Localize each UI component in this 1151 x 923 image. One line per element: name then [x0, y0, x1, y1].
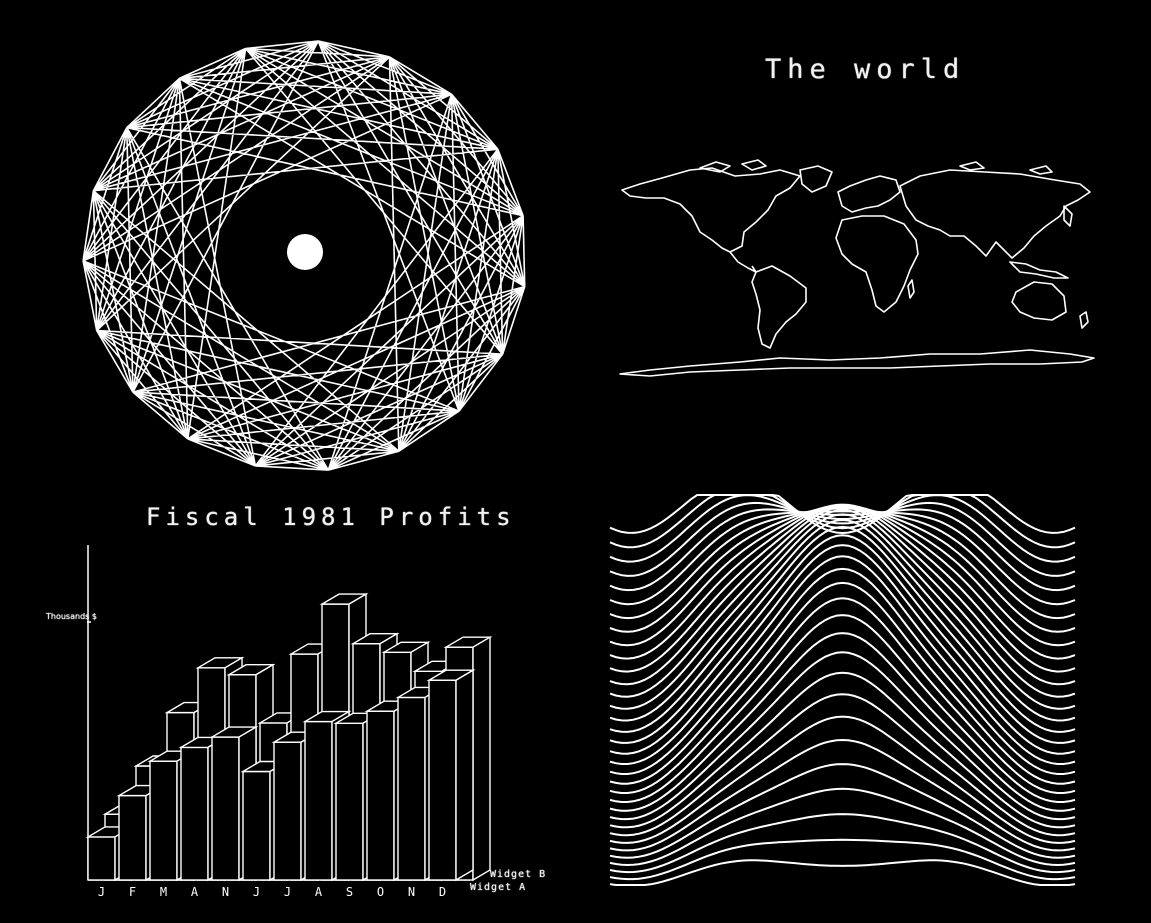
x-tick-label: F	[129, 885, 136, 899]
australia-outline	[1011, 281, 1067, 321]
bar-front	[428, 679, 457, 881]
madagascar-outline	[907, 279, 915, 299]
surface-contour	[609, 506, 1076, 686]
x-tick-label: J	[253, 885, 260, 899]
surface-contour	[609, 581, 1076, 785]
surface-contour	[609, 544, 1076, 755]
surface-contour	[609, 859, 1076, 886]
world-map-figure	[619, 159, 1095, 377]
surface-contour	[609, 494, 1076, 535]
surface-contour	[609, 509, 1076, 698]
bar-widget-a	[426, 668, 476, 882]
x-tick-label: S	[346, 885, 353, 899]
surface-contour	[609, 813, 1076, 874]
central-america-outline	[729, 251, 757, 273]
surface-contour	[609, 651, 1076, 821]
europe-outline	[837, 175, 901, 213]
surface-contour	[609, 504, 1076, 673]
x-tick-label: O	[377, 885, 384, 899]
world-map-title: The world	[765, 54, 966, 85]
bar-front	[180, 746, 209, 881]
asia-outline	[899, 169, 1091, 259]
x-tick-label: N	[408, 885, 415, 899]
surface-contour	[609, 510, 1076, 606]
arctic-islands	[699, 159, 1053, 175]
greenland-outline	[799, 165, 833, 193]
x-tick-label: M	[160, 885, 167, 899]
x-tick-label: A	[315, 885, 323, 899]
surface-contour	[609, 525, 1076, 733]
surface-contour	[609, 555, 1076, 765]
surface-contour	[609, 494, 1076, 563]
surface-contour	[609, 494, 1076, 549]
surface-contour	[609, 614, 1076, 803]
north-america-outline	[621, 167, 801, 253]
surface-contour	[609, 507, 1076, 620]
star-chords	[82, 40, 526, 471]
wave-surface-figure	[609, 494, 1076, 886]
bar-front	[304, 720, 333, 881]
x-tick-label: N	[222, 885, 229, 899]
star-polygon-figure	[82, 40, 526, 471]
surface-contour	[609, 518, 1076, 722]
japan-outline	[1063, 205, 1073, 227]
africa-outline	[835, 215, 919, 313]
bar-front	[273, 741, 302, 881]
bar-front	[87, 836, 116, 881]
surface-contour	[609, 671, 1076, 829]
south-america-outline	[751, 265, 807, 349]
surface-contour	[609, 567, 1076, 775]
profits-y-axis-label: Thousands $	[46, 612, 97, 621]
bar-front	[397, 696, 426, 881]
surface-contour	[609, 534, 1076, 744]
new-zealand-outline	[1079, 311, 1089, 329]
surface-contour	[609, 787, 1076, 867]
surface-contour	[609, 513, 1076, 710]
surface-contour	[609, 763, 1076, 859]
bar-side	[455, 668, 474, 882]
antarctica-outline	[619, 349, 1095, 377]
x-tick-label: J	[98, 885, 105, 899]
profits-chart-title: Fiscal 1981 Profits	[146, 503, 516, 531]
x-tick-label: D	[439, 885, 446, 899]
indonesia-outline	[1009, 261, 1069, 279]
bar-front	[366, 710, 395, 881]
bar-front	[335, 722, 364, 881]
legend-widget-b: Widget B	[490, 869, 547, 880]
surface-contour	[609, 838, 1076, 881]
bar-side	[472, 635, 491, 882]
star-center-dot	[287, 234, 323, 270]
surface-contour	[609, 738, 1076, 852]
surface-contour	[609, 632, 1076, 812]
surface-contour	[609, 597, 1076, 794]
surface-contour	[609, 715, 1076, 844]
bar-front	[149, 760, 178, 881]
bar-front	[211, 736, 240, 881]
x-tick-label: J	[284, 885, 291, 899]
bar-front	[242, 770, 271, 881]
x-tick-label: A	[191, 885, 199, 899]
legend-widget-a: Widget A	[470, 882, 527, 893]
bar-front	[118, 794, 147, 881]
surface-contour	[609, 693, 1076, 837]
